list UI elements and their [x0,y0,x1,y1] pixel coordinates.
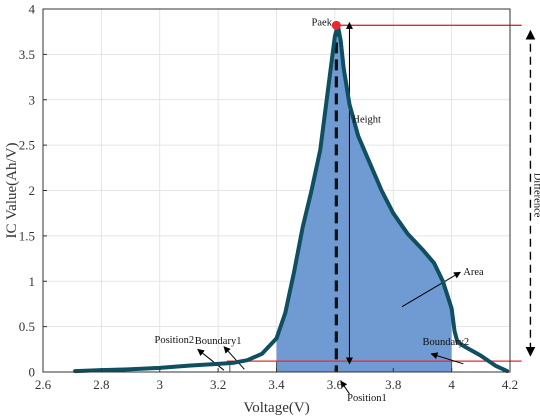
y-tick-label: 1 [29,274,36,289]
y-axis-title: IC Value(Ah/V) [4,143,20,239]
boundary1-label: Boundary1 [195,336,242,347]
y-tick-label: 4 [29,2,36,17]
x-tick-label: 3.2 [210,377,226,392]
y-tick-label: 2 [29,183,36,198]
height-label: Height [352,114,381,125]
y-tick-label: 0.5 [19,319,35,334]
area-arrow [401,271,461,308]
x-tick-label: 3.4 [268,377,285,392]
shaded-area [276,25,452,373]
x-tick-label: 2.8 [93,377,109,392]
y-tick-label: 3.5 [19,47,35,62]
y-tick-label: 0 [29,365,36,380]
x-tick-label: 4.2 [502,377,518,392]
y-tick-label: 3 [29,92,36,107]
x-tick-label: 4 [448,377,455,392]
peak-label: Paek [312,17,333,28]
boundary2-label: Boundary2 [422,337,469,348]
x-tick-label: 3.8 [385,377,401,392]
axis-ticks: 2.6 2.8 3 3.2 3.4 3.6 3.8 4 4.2 0 0.5 1 1.5 2 2.5 3 3.5 4 [19,2,518,393]
x-tick-label: 3.6 [327,377,344,392]
y-tick-label: 2.5 [19,138,35,153]
x-axis-title: Voltage(V) [243,400,309,416]
peak-marker [331,20,341,30]
reference-lines [226,24,522,372]
boundary1-arrow [223,346,245,370]
position2-label: Position2 [155,335,195,346]
x-tick-label: 3 [157,377,164,392]
difference-label: Difference [531,173,540,218]
x-tick-label: 2.6 [35,377,52,392]
position1-arrow [340,380,350,395]
position2-arrow [197,348,225,371]
annotation-arrows [197,21,536,395]
boundary2-arrow [430,352,464,365]
area-label: Area [463,267,484,278]
y-tick-label: 1.5 [19,228,35,243]
position1-label: Position1 [347,393,387,404]
